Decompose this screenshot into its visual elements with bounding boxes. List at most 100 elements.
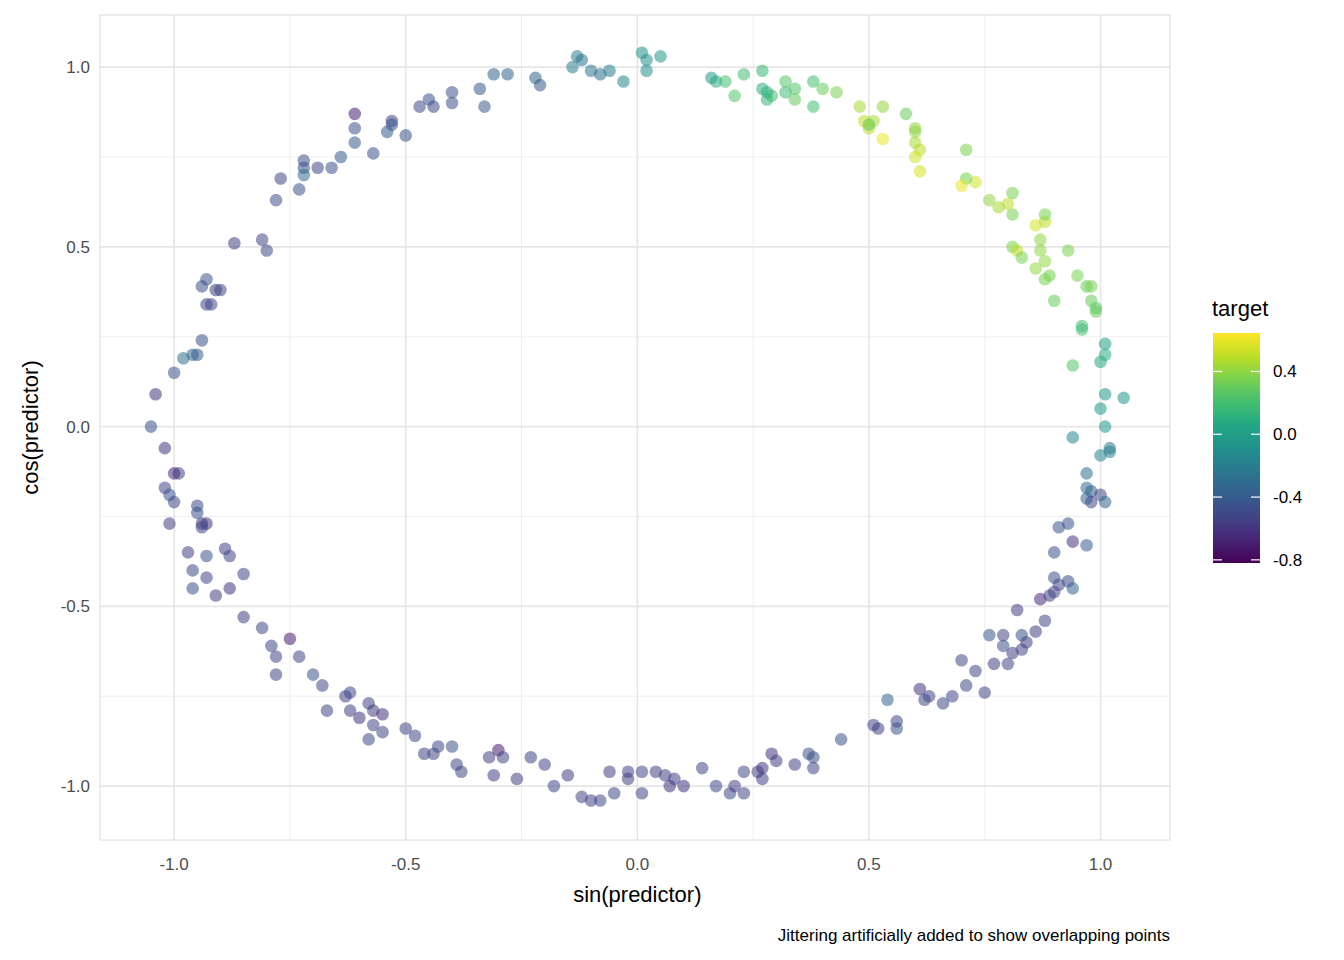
scatter-point (1099, 338, 1112, 351)
scatter-point (210, 589, 223, 602)
scatter-point (446, 740, 459, 753)
scatter-point (455, 765, 468, 778)
legend-title: target (1212, 296, 1268, 321)
colorbar-tick (1213, 434, 1222, 435)
y-tick-label: -0.5 (61, 597, 90, 616)
scatter-point (900, 108, 913, 121)
x-tick-label: 1.0 (1089, 855, 1113, 874)
scatter-point (1094, 402, 1107, 415)
scatter-point (603, 64, 616, 77)
scatter-point (909, 136, 922, 149)
scatter-point (877, 133, 890, 146)
scatter-point (1090, 305, 1103, 318)
scatter-point (1099, 420, 1112, 433)
scatter-point (348, 108, 361, 121)
scatter-point (293, 650, 306, 663)
scatter-point (501, 68, 514, 81)
grid-line (100, 785, 1170, 787)
x-tick-label: -1.0 (159, 855, 188, 874)
scatter-point (353, 711, 366, 724)
scatter-point (1034, 244, 1047, 257)
minor-grid-line (521, 15, 522, 840)
scatter-point (955, 179, 968, 192)
scatter-point (881, 694, 894, 707)
scatter-point (228, 237, 241, 250)
scatter-point (548, 780, 561, 793)
scatter-point (497, 751, 510, 764)
scatter-point (1062, 244, 1075, 257)
minor-grid-line (289, 15, 290, 840)
chart: -1.0-0.50.00.51.0-1.0-0.50.00.51.0sin(pr… (0, 0, 1344, 960)
scatter-point (1076, 320, 1089, 333)
scatter-point (260, 244, 273, 257)
minor-grid-line (100, 336, 1170, 337)
scatter-point (807, 75, 820, 88)
scatter-point (432, 740, 445, 753)
scatter-point (983, 629, 996, 642)
scatter-point (946, 690, 959, 703)
scatter-point (159, 442, 172, 455)
scatter-point (1080, 467, 1093, 480)
scatter-point (1039, 255, 1052, 268)
scatter-point (770, 755, 783, 768)
colorbar (1213, 333, 1260, 563)
scatter-point (877, 100, 890, 113)
colorbar-tick-label: -0.4 (1273, 488, 1302, 507)
scatter-point (168, 496, 181, 509)
scatter-point (640, 64, 653, 77)
scatter-point (728, 90, 741, 103)
scatter-point (186, 564, 199, 577)
scatter-point (534, 79, 547, 92)
scatter-point (1066, 582, 1079, 595)
scatter-point (654, 50, 667, 63)
colorbar-tick (1251, 434, 1260, 435)
scatter-point (149, 388, 162, 401)
grid-line (100, 66, 1170, 68)
points (145, 46, 1130, 806)
scatter-point (955, 654, 968, 667)
scatter-point (1039, 208, 1052, 221)
scatter-point (325, 161, 338, 174)
scatter-point (168, 467, 181, 480)
scatter-point (1071, 269, 1084, 282)
scatter-point (1006, 187, 1019, 200)
scatter-point (761, 93, 774, 106)
scatter-point (738, 765, 751, 778)
scatter-point (636, 787, 649, 800)
colorbar-tick (1213, 371, 1222, 372)
scatter-point (256, 622, 269, 635)
scatter-point (524, 751, 537, 764)
scatter-point (487, 769, 500, 782)
scatter-point (223, 550, 236, 563)
caption: Jittering artificially added to show ove… (778, 926, 1170, 945)
minor-grid-line (753, 15, 754, 840)
x-tick-label: 0.5 (857, 855, 881, 874)
minor-grid-line (100, 156, 1170, 157)
scatter-point (807, 751, 820, 764)
scatter-point (562, 769, 575, 782)
scatter-point (1006, 208, 1019, 221)
scatter-point (270, 668, 283, 681)
scatter-point (983, 194, 996, 207)
scatter-point (265, 640, 278, 653)
minor-grid-line (100, 696, 1170, 697)
scatter-point (196, 521, 209, 534)
scatter-point (177, 352, 190, 365)
scatter-point (256, 233, 269, 246)
scatter-point (756, 64, 769, 77)
scatter-point (145, 420, 158, 433)
scatter-point (191, 507, 204, 520)
scatter-point (978, 686, 991, 699)
scatter-point (307, 668, 320, 681)
y-tick-label: -1.0 (61, 777, 90, 796)
scatter-point (640, 54, 653, 67)
scatter-point (487, 68, 500, 81)
scatter-point (807, 762, 820, 775)
scatter-point (603, 765, 616, 778)
scatter-point (622, 773, 635, 786)
scatter-point (617, 75, 630, 88)
scatter-point (738, 787, 751, 800)
scatter-point (960, 679, 973, 692)
scatter-point (321, 704, 334, 717)
y-tick-label: 1.0 (66, 58, 90, 77)
